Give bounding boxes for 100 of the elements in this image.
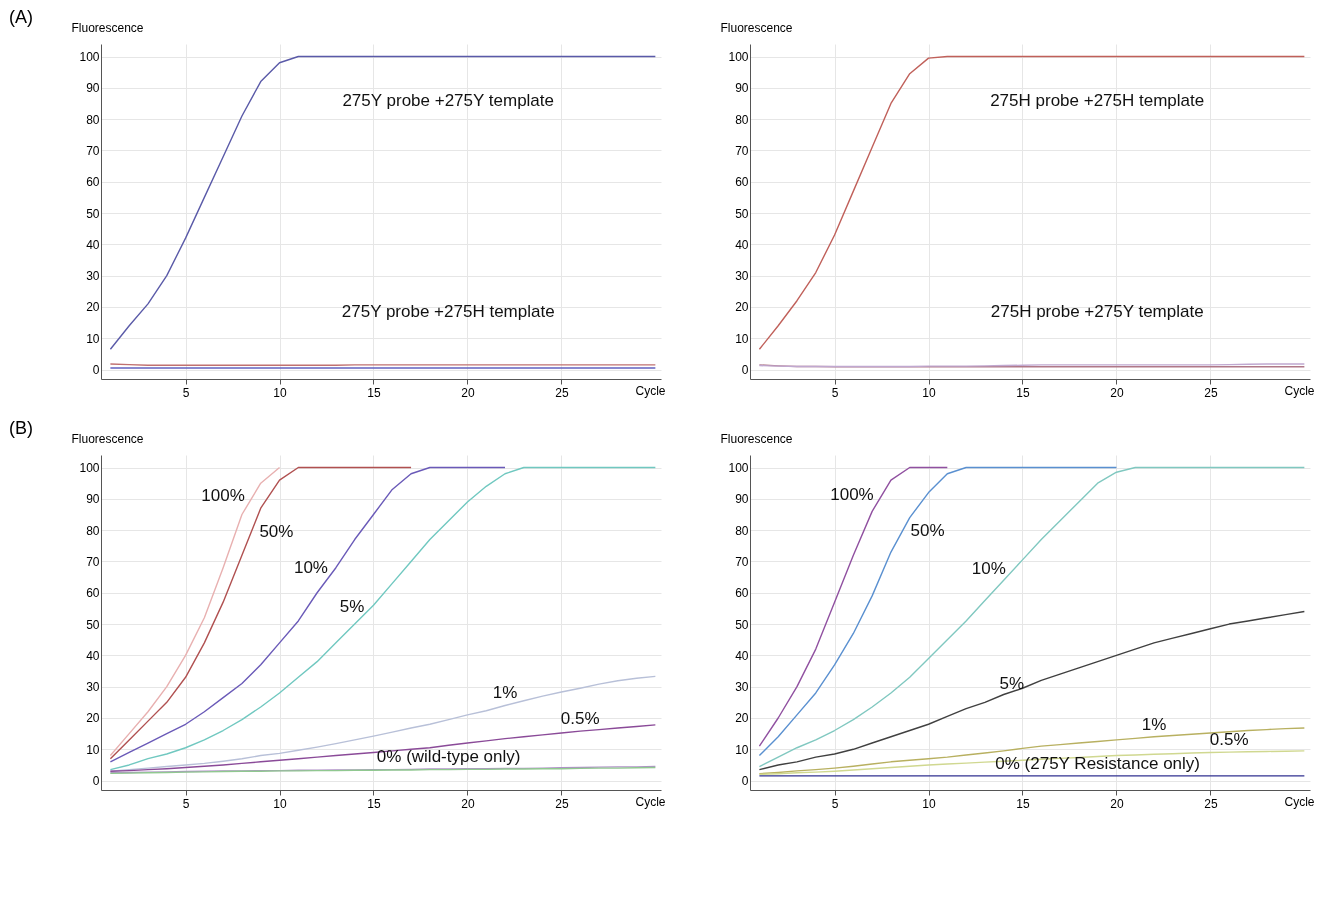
x-axis-title: Cycle <box>1284 794 1315 809</box>
y-tick-label: 40 <box>735 648 749 663</box>
annotation: 275Y probe +275Y template <box>342 90 554 110</box>
y-tick-label: 0 <box>741 774 749 789</box>
y-tick-label: 80 <box>735 523 749 538</box>
x-tick-label: 25 <box>555 796 569 811</box>
y-tick-label: 90 <box>86 492 100 507</box>
y-tick-label: 60 <box>86 586 100 601</box>
y-tick-label: 30 <box>86 269 100 284</box>
y-tick-label: 60 <box>735 586 749 601</box>
x-tick-label: 20 <box>1110 385 1124 400</box>
series-label: 50% <box>259 521 294 541</box>
y-axis-title: Fluorescence <box>71 20 144 35</box>
x-axis-title: Cycle <box>635 794 666 809</box>
line-series <box>758 466 1118 757</box>
y-tick-label: 100 <box>728 50 749 65</box>
annotation: 275H probe +275H template <box>990 90 1205 110</box>
y-tick-label: 30 <box>86 680 100 695</box>
x-tick-label: 25 <box>1204 385 1218 400</box>
x-axis-title: Cycle <box>635 383 666 398</box>
annotation: 275H probe +275Y template <box>990 302 1204 321</box>
y-tick-label: 90 <box>86 81 100 96</box>
y-tick-label: 100 <box>79 461 100 476</box>
series-label: 5% <box>339 596 365 616</box>
line-series <box>109 55 657 350</box>
y-tick-label: 80 <box>86 523 100 538</box>
x-tick-label: 15 <box>367 796 381 811</box>
y-tick-label: 10 <box>86 742 100 757</box>
x-tick-label: 15 <box>367 385 381 400</box>
x-tick-label: 20 <box>461 385 475 400</box>
y-tick-label: 80 <box>735 112 749 127</box>
y-tick-label: 100 <box>79 50 100 65</box>
line-series <box>109 466 657 771</box>
y-tick-label: 50 <box>735 617 749 632</box>
y-tick-label: 60 <box>735 175 749 190</box>
y-tick-label: 70 <box>86 143 100 158</box>
annotation: 275Y probe +275H template <box>341 302 555 321</box>
x-tick-label: 20 <box>1110 796 1124 811</box>
y-axis-title: Fluorescence <box>71 431 144 446</box>
series-label: 0% (275Y Resistance only) <box>995 753 1201 773</box>
series-label: 0.5% <box>560 709 600 729</box>
line-series <box>758 55 1306 350</box>
y-tick-label: 70 <box>86 554 100 569</box>
series-label: 100% <box>830 485 874 505</box>
line-series <box>109 724 657 772</box>
y-tick-label: 20 <box>86 300 100 315</box>
series-label: 10% <box>293 557 328 577</box>
x-tick-label: 5 <box>831 796 839 811</box>
y-axis-title: Fluorescence <box>720 20 793 35</box>
x-tick-label: 25 <box>555 385 569 400</box>
x-tick-label: 10 <box>273 385 288 400</box>
y-tick-label: 40 <box>735 237 749 252</box>
y-axis-title: Fluorescence <box>720 431 793 446</box>
line-series <box>758 610 1306 771</box>
y-tick-label: 40 <box>86 237 100 252</box>
x-tick-label: 15 <box>1016 796 1030 811</box>
series-label: 1% <box>1141 714 1167 734</box>
series-label: 0.5% <box>1209 730 1249 750</box>
y-tick-label: 70 <box>735 143 749 158</box>
y-tick-label: 20 <box>86 711 100 726</box>
series-label: 10% <box>971 559 1006 579</box>
x-tick-label: 10 <box>273 796 288 811</box>
y-tick-label: 20 <box>735 300 749 315</box>
y-tick-label: 100 <box>728 461 749 476</box>
y-tick-label: 50 <box>735 206 749 221</box>
x-tick-label: 5 <box>182 385 190 400</box>
series-label: 1% <box>492 683 518 703</box>
y-tick-label: 60 <box>86 175 100 190</box>
x-axis-title: Cycle <box>1284 383 1315 398</box>
y-tick-label: 90 <box>735 492 749 507</box>
y-tick-label: 10 <box>86 331 100 346</box>
x-tick-label: 10 <box>922 385 937 400</box>
y-tick-label: 80 <box>86 112 100 127</box>
chart-title: (B) <box>9 418 33 438</box>
y-tick-label: 10 <box>735 742 749 757</box>
series-label: 5% <box>999 674 1025 694</box>
y-tick-label: 10 <box>735 331 749 346</box>
chart-title: (A) <box>9 7 33 27</box>
y-tick-label: 0 <box>741 363 749 378</box>
x-tick-label: 10 <box>922 796 937 811</box>
y-tick-label: 0 <box>92 363 100 378</box>
y-tick-label: 0 <box>92 774 100 789</box>
series-label: 100% <box>201 486 245 506</box>
x-tick-label: 5 <box>831 385 839 400</box>
y-tick-label: 50 <box>86 617 100 632</box>
line-series <box>758 750 1306 776</box>
y-tick-label: 90 <box>735 81 749 96</box>
y-tick-label: 40 <box>86 648 100 663</box>
line-series <box>758 466 949 747</box>
y-tick-label: 50 <box>86 206 100 221</box>
y-tick-label: 70 <box>735 554 749 569</box>
x-tick-label: 20 <box>461 796 475 811</box>
x-tick-label: 15 <box>1016 385 1030 400</box>
x-tick-label: 5 <box>182 796 190 811</box>
y-tick-label: 30 <box>735 269 749 284</box>
x-tick-label: 25 <box>1204 796 1218 811</box>
series-label: 0% (wild-type only) <box>376 747 521 767</box>
y-tick-label: 30 <box>735 680 749 695</box>
y-tick-label: 20 <box>735 711 749 726</box>
series-label: 50% <box>910 520 945 540</box>
